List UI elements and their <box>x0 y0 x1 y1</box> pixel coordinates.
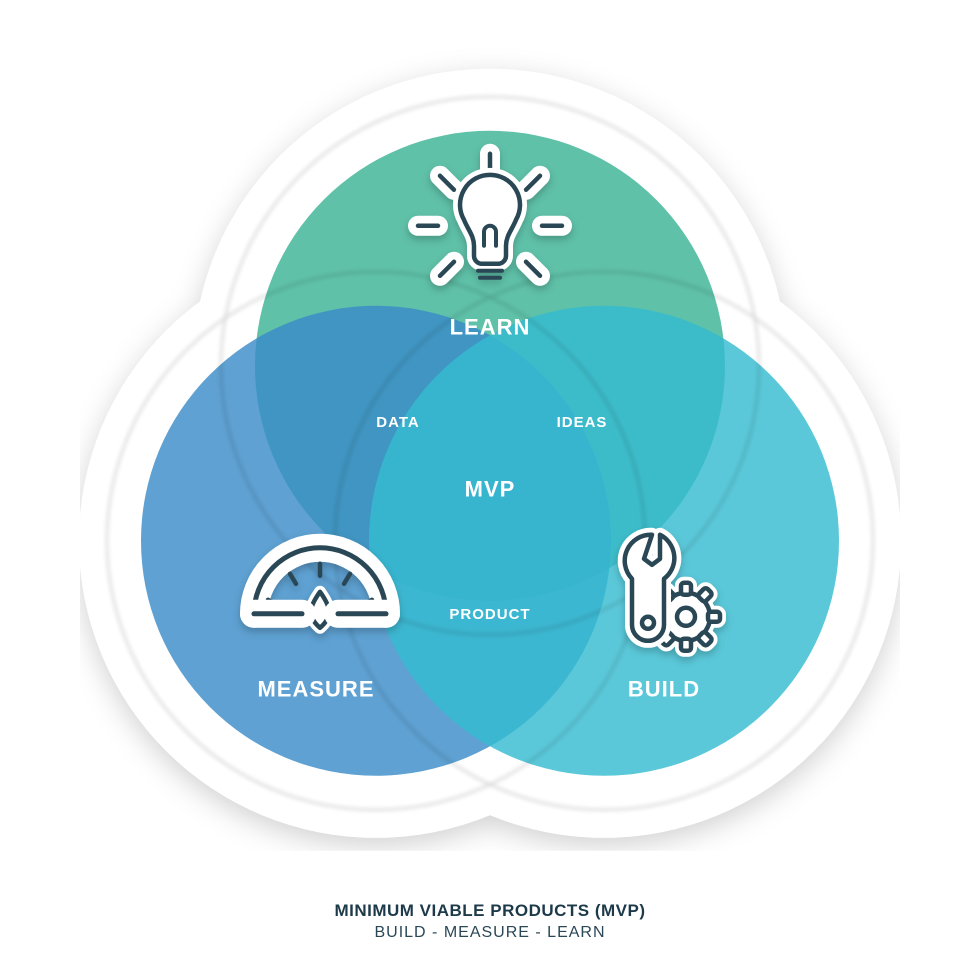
caption: MINIMUM VIABLE PRODUCTS (MVP) BUILD - ME… <box>334 901 645 942</box>
caption-subtitle: BUILD - MEASURE - LEARN <box>334 924 645 942</box>
gauge-icon <box>254 548 386 628</box>
label-learn: LEARN <box>450 315 531 340</box>
venn-diagram: LEARN MEASURE BUILD DATA IDEAS PRODUCT M… <box>80 31 900 851</box>
label-data: DATA <box>376 414 419 431</box>
venn-circle-build <box>369 306 839 776</box>
label-ideas: IDEAS <box>557 414 608 431</box>
label-product: PRODUCT <box>449 606 530 623</box>
label-mvp: MVP <box>465 477 516 502</box>
caption-title: MINIMUM VIABLE PRODUCTS (MVP) <box>334 901 645 921</box>
label-build: BUILD <box>628 677 700 702</box>
label-measure: MEASURE <box>257 677 374 702</box>
